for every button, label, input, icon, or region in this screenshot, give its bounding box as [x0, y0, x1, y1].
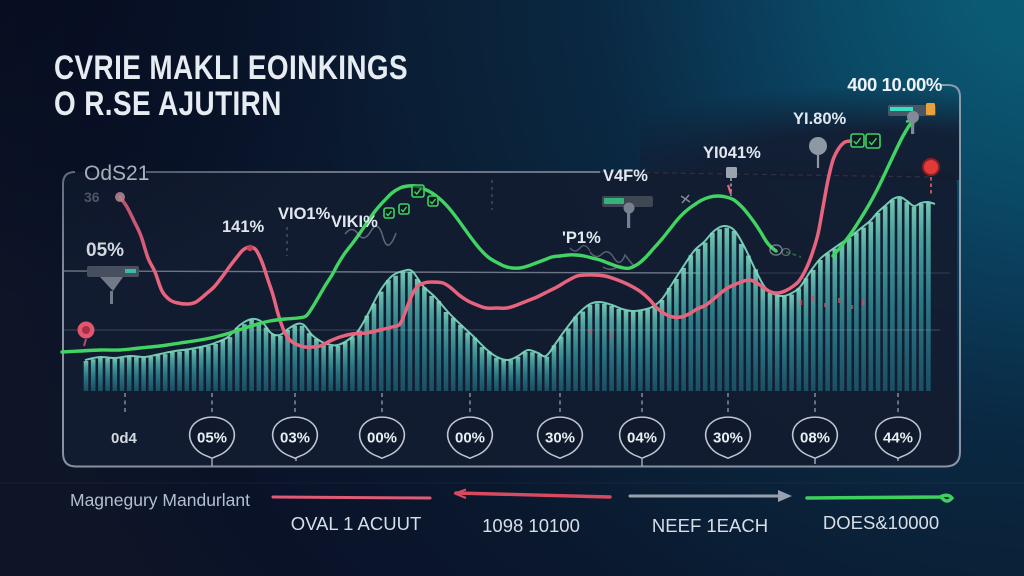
svg-text:03%: 03%: [280, 430, 310, 447]
svg-text:36: 36: [84, 189, 100, 205]
svg-text:OdS21: OdS21: [84, 162, 149, 185]
svg-text:V4F%: V4F%: [603, 167, 648, 185]
svg-text:1098 10100: 1098 10100: [482, 515, 580, 536]
svg-text:400 10.00%: 400 10.00%: [847, 74, 942, 95]
svg-text:05%: 05%: [86, 240, 124, 261]
svg-text:OVAL 1 ACUUT: OVAL 1 ACUUT: [291, 513, 422, 534]
svg-text:YI041%: YI041%: [703, 144, 761, 162]
svg-text:30%: 30%: [545, 430, 575, 447]
svg-text:04%: 04%: [627, 430, 657, 447]
svg-text:DOES&10000: DOES&10000: [823, 512, 939, 533]
svg-text:0d4: 0d4: [111, 430, 138, 447]
svg-text:NEEF 1EACH: NEEF 1EACH: [652, 515, 768, 536]
svg-text:00%: 00%: [367, 430, 397, 447]
svg-text:08%: 08%: [800, 430, 830, 447]
svg-text:Magnegury Mandurlant: Magnegury Mandurlant: [70, 490, 250, 510]
svg-text:00%: 00%: [455, 430, 485, 447]
svg-text:'P1%: 'P1%: [562, 229, 601, 247]
svg-text:141%: 141%: [222, 218, 265, 236]
svg-text:YI.80%: YI.80%: [793, 110, 847, 128]
svg-text:VIKI%: VIKI%: [331, 213, 378, 231]
svg-text:30%: 30%: [713, 430, 743, 447]
svg-text:05%: 05%: [197, 430, 227, 447]
svg-text:44%: 44%: [883, 430, 913, 447]
svg-text:VIO1%: VIO1%: [278, 205, 331, 223]
